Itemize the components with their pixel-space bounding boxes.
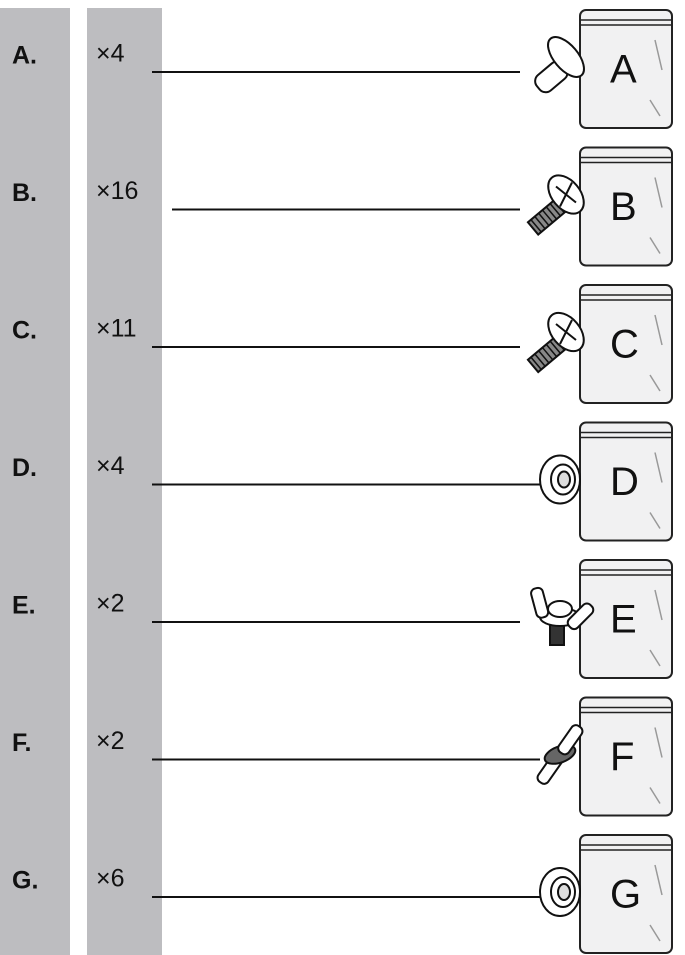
part-label: B. xyxy=(12,179,37,207)
bag-shine xyxy=(649,39,663,117)
bag-letter: D xyxy=(610,460,639,504)
part-row: B. ×16 B xyxy=(12,146,673,267)
part-row: A. ×4 A xyxy=(12,9,673,129)
thread-line xyxy=(545,206,558,220)
thread-line xyxy=(534,216,546,230)
bag-letter: E xyxy=(610,598,637,642)
nut-top xyxy=(547,600,573,618)
bag-shine xyxy=(649,864,663,942)
part-quantity: ×2 xyxy=(96,590,125,618)
part-quantity: ×16 xyxy=(96,177,138,205)
part-label: D. xyxy=(12,454,37,482)
washer-hole xyxy=(557,470,571,489)
part-row: F. ×2 F xyxy=(12,696,673,817)
thread-line xyxy=(530,356,542,370)
bag xyxy=(579,696,673,817)
part-label: G. xyxy=(12,867,38,895)
bag-letter: A xyxy=(610,48,637,92)
bag-shine xyxy=(649,177,663,254)
bag-letter: G xyxy=(610,873,641,917)
screw-cross xyxy=(555,182,577,207)
rivet-head xyxy=(547,36,585,78)
part-quantity: ×2 xyxy=(96,727,125,755)
part-row: D. ×4 D xyxy=(12,421,673,542)
thread-line xyxy=(549,340,561,354)
label-column xyxy=(0,8,70,955)
part-quantity: ×4 xyxy=(96,452,125,480)
washer-hole xyxy=(557,883,571,901)
part-quantity: ×6 xyxy=(96,865,125,893)
part-row: G. ×6 G xyxy=(12,834,673,954)
bag-shine xyxy=(649,727,663,804)
thread-line xyxy=(534,353,546,367)
bag-letter: C xyxy=(610,323,639,367)
part-label: C. xyxy=(12,317,37,345)
thread-line xyxy=(538,350,550,364)
pin-upper xyxy=(557,724,584,756)
bag-letter: F xyxy=(610,735,634,779)
bag-shine xyxy=(649,452,663,529)
quantity-column xyxy=(87,8,162,955)
bag-shine xyxy=(649,589,663,667)
part-quantity: ×11 xyxy=(96,315,137,343)
thread-line xyxy=(549,203,561,217)
screw-cross xyxy=(555,319,577,345)
part-row: C. ×11 C xyxy=(12,284,673,404)
part-label: A. xyxy=(12,42,37,70)
bag-shine xyxy=(649,314,663,392)
thread-line xyxy=(538,212,550,227)
bag-letter: B xyxy=(610,185,637,229)
part-row: E. ×2 E xyxy=(12,559,673,679)
thread-line xyxy=(541,209,554,223)
thread-line xyxy=(541,347,554,361)
thread-line xyxy=(530,219,542,233)
thread-line xyxy=(545,343,558,358)
wing-right xyxy=(566,602,595,631)
part-label: F. xyxy=(12,729,31,757)
part-quantity: ×4 xyxy=(96,40,125,68)
wing-left xyxy=(530,586,550,619)
part-label: E. xyxy=(12,592,36,620)
